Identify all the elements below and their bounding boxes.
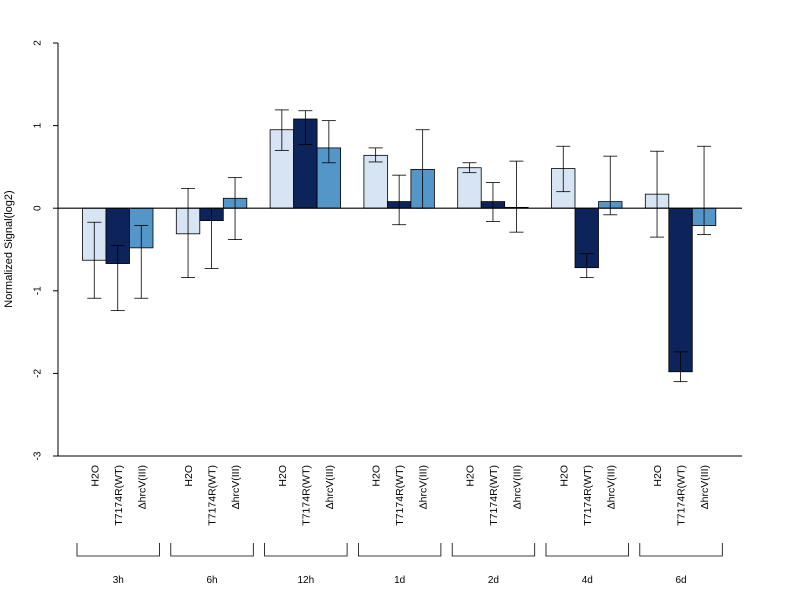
category-label: T7174R(WT) [394,465,406,526]
bar [457,167,482,209]
y-tick-label: -2 [33,369,44,378]
bar [668,207,693,373]
category-label: ΔhrcV(III) [418,465,430,509]
category-label: H2O [183,465,195,487]
category-label: H2O [652,465,664,487]
y-tick-label: 1 [33,122,44,128]
group-bracket [639,543,723,557]
y-tick-label: -1 [33,286,44,295]
group-bracket [264,543,348,557]
category-label: T7174R(WT) [207,465,219,526]
category-label: T7174R(WT) [113,465,125,526]
y-axis: -3 -2 -1 0 1 2 [33,40,59,460]
category-label: T7174R(WT) [582,465,594,526]
group-label: 4d [582,575,593,586]
group-brackets: 3h 6h 12h 1d 2d 4d 6d [76,543,723,586]
category-label: H2O [89,465,101,487]
group-label: 3h [113,575,124,586]
group-bracket [170,543,254,557]
group-label: 6d [675,575,686,586]
y-tick-label: -3 [33,451,44,460]
y-tick-label: 0 [33,205,44,211]
group-bracket [545,543,629,557]
category-label: H2O [558,465,570,487]
category-label: T7174R(WT) [676,465,688,526]
group-label: 1d [394,575,405,586]
bars [82,118,717,373]
y-axis-label: Normalized Signal(log2) [3,190,15,307]
y-tick-label: 2 [33,40,44,46]
group-bracket [451,543,536,557]
category-label: ΔhrcV(III) [136,465,148,509]
group-bracket [358,543,442,557]
category-label: ΔhrcV(III) [324,465,336,509]
bar [363,154,388,209]
category-label: ΔhrcV(III) [511,465,523,509]
category-label: H2O [277,465,289,487]
category-labels: H2O T7174R(WT) ΔhrcV(III) H2O T7174R(WT) Δhrc… [89,465,711,526]
error-bars [87,109,712,383]
category-label: ΔhrcV(III) [230,465,242,509]
category-label: T7174R(WT) [300,465,312,526]
group-bracket [76,543,160,557]
group-label: 6h [206,575,217,586]
category-label: ΔhrcV(III) [605,465,617,509]
group-label: 12h [298,575,315,586]
category-label: ΔhrcV(III) [699,465,711,509]
category-label: H2O [464,465,476,487]
category-label: H2O [371,465,383,487]
group-label: 2d [488,575,499,586]
category-label: T7174R(WT) [488,465,500,526]
